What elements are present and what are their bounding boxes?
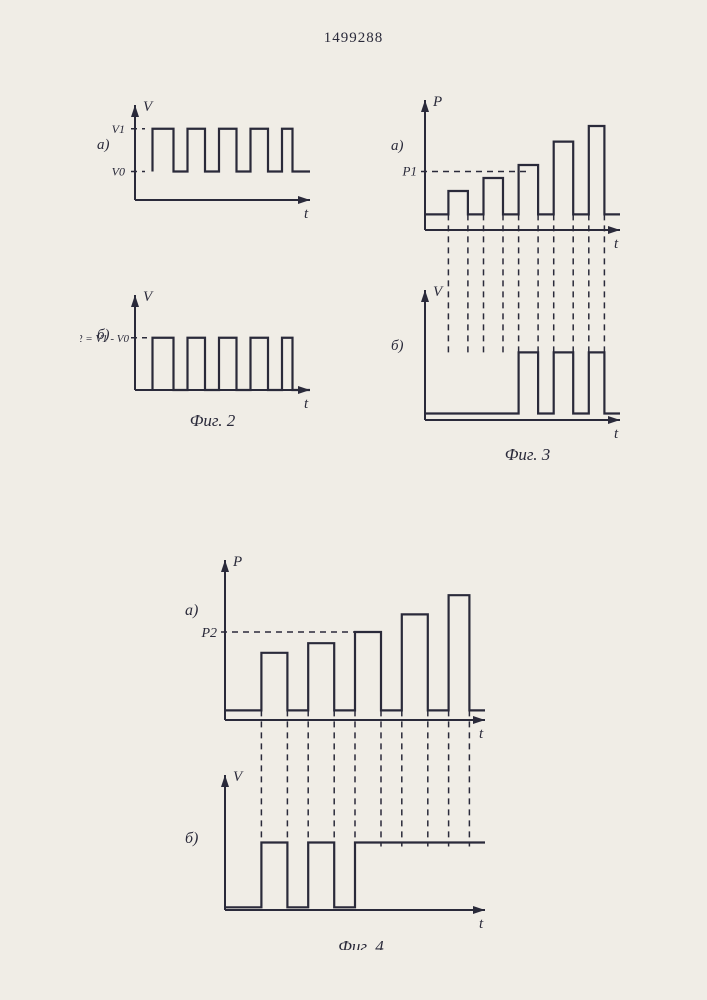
figure-4: t Pа)P2 t Vб) Фиг. 4 [170, 530, 530, 950]
svg-text:t: t [614, 236, 619, 252]
svg-text:Фиг. 3: Фиг. 3 [505, 445, 551, 464]
svg-text:б): б) [391, 338, 404, 354]
svg-text:V0: V0 [112, 165, 125, 179]
svg-text:V: V [233, 769, 244, 785]
svg-text:t: t [304, 206, 309, 222]
svg-text:P1: P1 [402, 164, 417, 179]
svg-text:а): а) [97, 137, 110, 153]
svg-text:P2: P2 [200, 626, 217, 641]
svg-text:t: t [479, 726, 484, 742]
svg-text:P: P [432, 94, 442, 110]
svg-text:а): а) [185, 602, 198, 619]
svg-text:V1: V1 [112, 122, 125, 136]
page-number: 1499288 [324, 30, 384, 47]
svg-text:Фиг. 2: Фиг. 2 [190, 411, 236, 430]
svg-text:а): а) [391, 138, 404, 154]
figure-2: tVа)V1V0tVб)V2 = V1 - V0Фиг. 2 [80, 80, 340, 470]
svg-text:P: P [232, 554, 242, 570]
svg-text:V: V [433, 284, 444, 300]
figure-3: t Pа) P1 t Vб) Фиг. 3 [380, 80, 660, 500]
svg-text:t: t [479, 916, 484, 932]
svg-text:t: t [614, 426, 619, 442]
svg-text:Фиг. 4: Фиг. 4 [338, 937, 384, 950]
svg-text:V: V [143, 99, 154, 115]
svg-text:V2 = V1 - V0: V2 = V1 - V0 [80, 333, 129, 345]
svg-text:V: V [143, 289, 154, 305]
svg-text:t: t [304, 396, 309, 412]
svg-text:б): б) [185, 830, 198, 847]
